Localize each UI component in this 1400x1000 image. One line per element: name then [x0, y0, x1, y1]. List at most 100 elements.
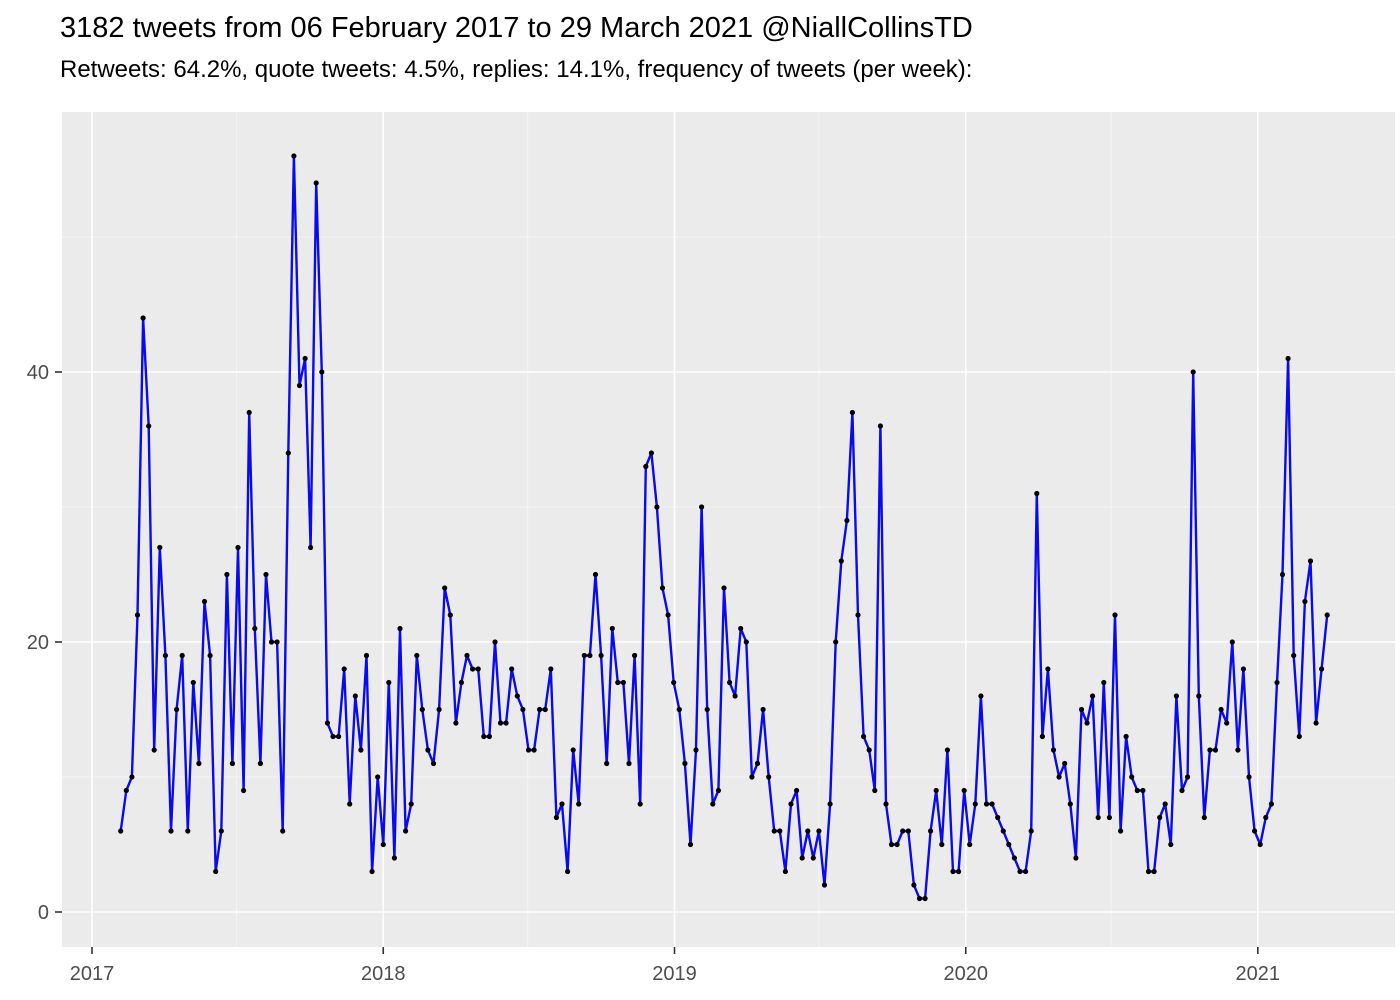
data-point [1151, 868, 1157, 875]
data-point [581, 652, 587, 659]
x-axis-tick-label: 2019 [652, 963, 697, 985]
data-point [1017, 868, 1023, 875]
data-point [665, 612, 671, 618]
data-point [1000, 828, 1006, 834]
data-point [179, 652, 185, 659]
axis-labels: 0 20 40 2017 2018 2019 2020 2021 [27, 362, 1280, 985]
data-point [950, 868, 956, 875]
data-point [296, 382, 303, 389]
data-point [1123, 733, 1129, 740]
data-point [1162, 801, 1168, 807]
data-point [386, 679, 392, 686]
data-point [352, 693, 358, 699]
data-point [676, 706, 682, 713]
data-point [687, 841, 694, 848]
data-point [693, 747, 699, 753]
data-point [308, 544, 314, 551]
data-point [710, 801, 716, 807]
data-point [900, 828, 906, 834]
data-point [721, 585, 727, 591]
data-point [185, 828, 191, 834]
data-point [911, 882, 917, 888]
data-point [838, 558, 844, 564]
data-point [805, 828, 811, 834]
data-point [1118, 828, 1124, 834]
data-point [648, 450, 655, 456]
data-point [207, 652, 213, 659]
data-point [229, 760, 235, 767]
data-point [592, 571, 599, 578]
data-point [810, 855, 816, 861]
y-axis-tick-label: 20 [27, 632, 49, 654]
data-point [855, 612, 861, 618]
data-point [464, 652, 470, 659]
data-point [369, 868, 375, 875]
data-point [1263, 814, 1269, 821]
data-point [749, 774, 755, 780]
y-axis-tick-label: 40 [27, 362, 49, 384]
data-point [129, 774, 135, 780]
data-point [162, 652, 168, 659]
data-point [626, 760, 632, 767]
data-point [654, 504, 660, 510]
data-point [380, 841, 386, 848]
data-point [403, 828, 409, 834]
data-point [883, 801, 889, 807]
data-point [1246, 774, 1252, 780]
data-point [1157, 814, 1163, 821]
data-point [1319, 666, 1325, 672]
data-point [1168, 841, 1174, 848]
data-point [313, 180, 319, 186]
data-point [458, 679, 464, 686]
data-point [358, 747, 364, 753]
data-point [995, 814, 1001, 821]
data-point [347, 801, 353, 807]
data-point [782, 868, 789, 875]
data-point [285, 450, 291, 456]
data-point [123, 787, 129, 794]
data-point [324, 720, 330, 726]
data-point [916, 895, 923, 902]
data-point [475, 666, 481, 672]
data-point [1023, 868, 1029, 875]
data-point [699, 504, 705, 510]
data-point [302, 355, 308, 362]
data-points [118, 153, 1330, 902]
data-point [151, 747, 157, 753]
data-point [559, 801, 565, 807]
data-point [659, 585, 666, 591]
x-axis-tick-label: 2021 [1236, 963, 1281, 985]
data-point [1240, 666, 1246, 672]
data-point [134, 612, 141, 618]
data-point [754, 760, 761, 767]
data-point [1039, 733, 1045, 740]
data-point [1073, 855, 1079, 861]
data-point [548, 666, 554, 672]
data-point [894, 841, 900, 848]
data-point [319, 369, 325, 375]
data-point [531, 747, 537, 753]
data-point [587, 652, 593, 659]
data-point [967, 841, 973, 848]
data-point [1302, 598, 1308, 605]
data-point [866, 747, 872, 753]
data-point [1034, 490, 1040, 497]
data-point [732, 693, 738, 699]
data-point [715, 787, 722, 794]
data-point [1296, 733, 1302, 740]
data-point [470, 666, 476, 672]
data-point [939, 841, 945, 848]
data-point [174, 706, 180, 713]
data-point [788, 801, 794, 807]
data-point [799, 855, 805, 861]
data-point [598, 652, 604, 659]
data-point [933, 787, 939, 794]
data-point [1291, 652, 1297, 659]
data-point [268, 639, 275, 645]
data-point [492, 639, 498, 645]
data-point [1179, 787, 1185, 794]
data-point [888, 841, 895, 848]
data-point [861, 733, 867, 740]
data-point [1218, 706, 1224, 713]
